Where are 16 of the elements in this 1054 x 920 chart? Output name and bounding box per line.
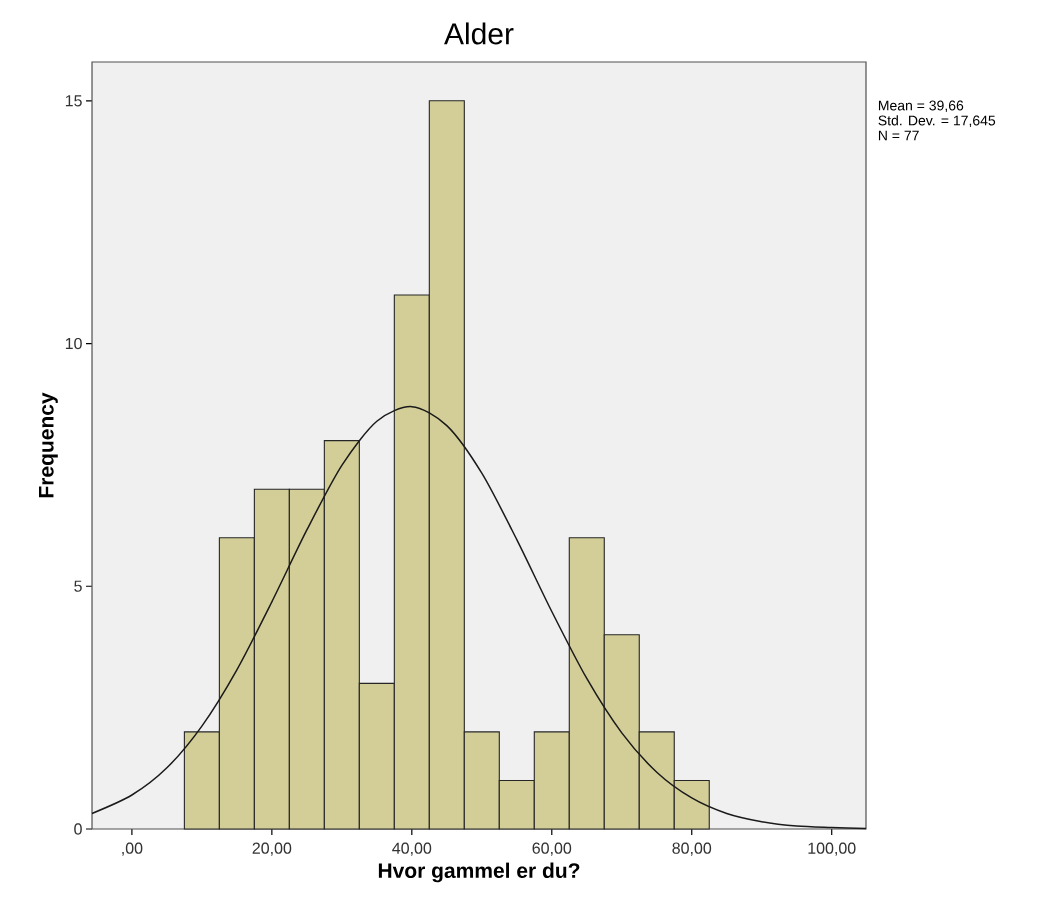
y-tick-label: 5	[74, 580, 82, 592]
y-tick-label: 0	[74, 823, 82, 835]
x-axis-title: Hvor gammel er du?	[378, 862, 580, 883]
y-axis-title: Frequency	[39, 392, 58, 498]
x-tick-label: ,00	[122, 842, 143, 856]
x-tick-label: 60,00	[532, 842, 572, 856]
x-tick-label: 20,00	[252, 842, 292, 856]
y-tick-label: 15	[65, 95, 82, 107]
text: Std. Dev. = 17,645	[878, 115, 996, 128]
y-tick-label: 10	[65, 337, 82, 350]
x-tick-label: 80,00	[672, 842, 712, 856]
text: Mean = 39,66	[878, 100, 964, 113]
x-tick-label: 40,00	[392, 842, 432, 856]
x-tick-label: 100,00	[808, 842, 856, 856]
text: N = 77	[878, 130, 919, 141]
chart-title: Alder	[444, 22, 514, 45]
